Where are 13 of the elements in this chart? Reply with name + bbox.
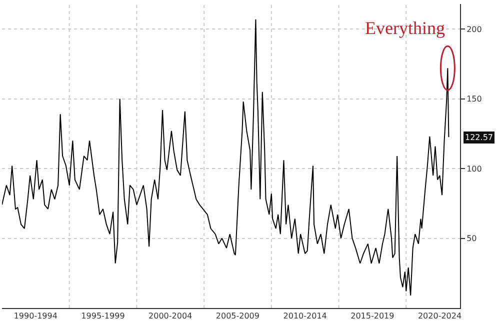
y-tick-label: 100 [466,164,482,174]
x-tick-label: 2020-2024 [418,312,462,321]
annotation: 122.57 [465,133,493,142]
y-tick-label: 50 [466,234,477,244]
x-tick-label: 2010-2014 [283,312,327,321]
annotation: Everything [365,18,445,38]
x-tick-label: 2000-2004 [148,312,192,321]
y-tick-label: 150 [466,94,482,104]
y-tick-label: 200 [466,24,482,34]
x-tick-label: 2005-2009 [216,312,260,321]
x-tick-label: 2015-2019 [350,312,394,321]
x-tick-label: 1990-1994 [14,312,58,321]
x-tick-label: 1995-1999 [81,312,125,321]
